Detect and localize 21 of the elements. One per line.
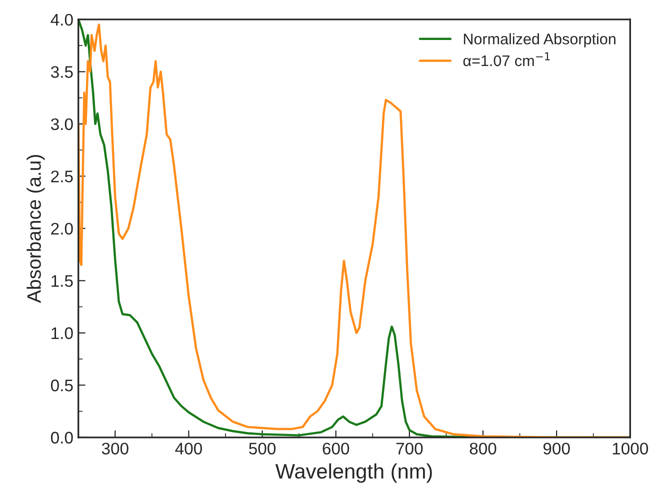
y-tick-label: 2.0 xyxy=(51,222,73,235)
x-tick-label: 900 xyxy=(543,442,570,455)
y-tick-label: 4.0 xyxy=(50,14,73,26)
y-tick-label: 3.0 xyxy=(50,118,73,130)
legend-label: Normalized Absorption xyxy=(464,33,616,48)
x-tick-label: 400 xyxy=(175,442,202,455)
y-tick-label: 1.0 xyxy=(52,327,73,340)
x-tick-label: 1000 xyxy=(612,442,648,455)
y-tick-label: 3.5 xyxy=(50,66,73,78)
x-tick-label: 500 xyxy=(249,442,276,455)
y-axis-title: Absorbance (a.u) xyxy=(26,155,45,303)
y-tick-label: 0.5 xyxy=(50,380,73,392)
x-tick-label: 300 xyxy=(102,442,128,455)
x-tick-label: 700 xyxy=(396,442,423,455)
x-axis-title: Wavelength (nm) xyxy=(275,463,432,483)
y-tick-label: 0.0 xyxy=(50,432,73,444)
y-tick-label: 2.5 xyxy=(51,170,73,182)
x-tick-label: 600 xyxy=(322,442,350,455)
y-tick-label: 1.5 xyxy=(52,275,73,287)
legend-label: α=1.07 cm$^{−1}$ xyxy=(463,52,550,66)
x-tick-label: 800 xyxy=(470,442,496,455)
